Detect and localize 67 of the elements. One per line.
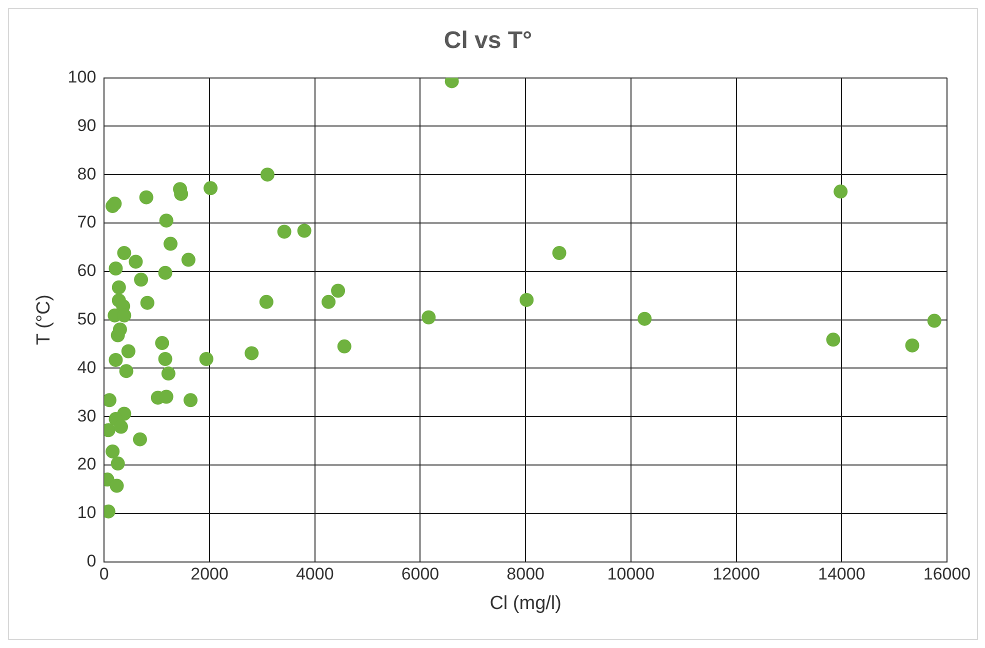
y-axis-title: T (°C) — [34, 294, 55, 346]
point — [117, 246, 132, 260]
point — [155, 336, 170, 350]
x-tick-label: 12000 — [712, 564, 760, 584]
point — [110, 478, 124, 493]
x-tick-label: 4000 — [296, 564, 334, 584]
point — [134, 272, 148, 287]
y-tick-label: 70 — [77, 212, 96, 232]
point — [121, 344, 136, 358]
point — [128, 254, 143, 269]
x-tick-label: 10000 — [607, 564, 655, 584]
y-tick-label: 0 — [86, 551, 96, 570]
point — [297, 224, 312, 238]
point — [164, 236, 178, 251]
point — [552, 246, 566, 260]
point — [181, 252, 196, 267]
point — [108, 196, 122, 211]
point — [905, 338, 920, 352]
point — [520, 292, 534, 307]
point — [132, 432, 147, 446]
y-tick-label: 20 — [77, 454, 96, 474]
point — [158, 266, 172, 280]
point — [112, 280, 126, 294]
x-tick-label: 6000 — [401, 564, 440, 584]
y-tick-label: 100 — [68, 67, 96, 86]
y-tick-label: 60 — [77, 261, 96, 280]
point — [259, 294, 274, 309]
y-tick-label: 10 — [77, 503, 96, 522]
point — [244, 346, 259, 360]
point — [204, 181, 218, 196]
point — [159, 390, 174, 404]
y-tick-label: 80 — [77, 164, 96, 184]
point — [260, 168, 274, 182]
x-tick-label: 8000 — [506, 564, 544, 584]
chart-title: Cl vs T° — [444, 27, 532, 54]
point — [119, 364, 134, 378]
point — [140, 296, 154, 310]
y-tick-label: 90 — [77, 116, 96, 135]
point — [422, 310, 436, 324]
point — [277, 224, 292, 239]
point — [322, 294, 336, 309]
x-axis-title: Cl (mg/l) — [490, 592, 562, 614]
point — [331, 284, 346, 298]
point — [927, 314, 942, 328]
point — [826, 332, 840, 347]
x-tick-label: 14000 — [818, 564, 866, 584]
x-tick-label: 2000 — [190, 564, 228, 584]
x-tick-label: 0 — [99, 564, 109, 584]
point — [199, 352, 214, 366]
x-tick-label: 16000 — [923, 564, 971, 584]
point — [337, 339, 352, 354]
point — [108, 352, 123, 367]
point — [106, 444, 120, 458]
point — [139, 190, 154, 204]
point — [161, 366, 176, 381]
y-tick-label: 30 — [77, 406, 96, 426]
point — [158, 352, 172, 366]
point — [114, 420, 128, 434]
point — [110, 456, 125, 471]
y-tick-label: 50 — [77, 309, 96, 328]
y-tick-label: 40 — [77, 358, 96, 377]
point — [184, 393, 198, 408]
point — [834, 184, 848, 199]
point — [108, 261, 123, 276]
point — [638, 312, 652, 326]
point — [112, 322, 127, 336]
point — [159, 214, 174, 228]
